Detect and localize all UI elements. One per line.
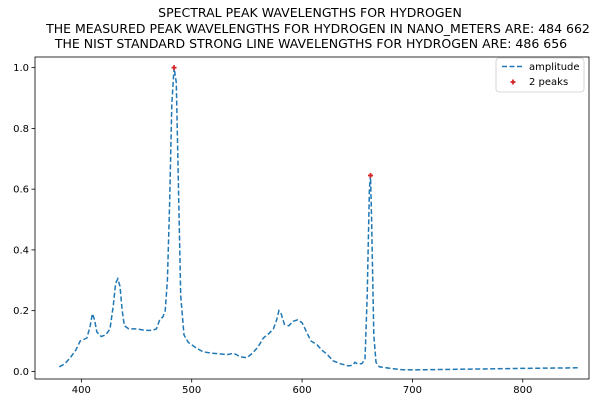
- legend: amplitude 2 peaks: [495, 57, 585, 93]
- chart-subtitle-measured: THE MEASURED PEAK WAVELENGTHS FOR HYDROG…: [45, 21, 590, 36]
- chart-subtitle-nist: THE NIST STANDARD STRONG LINE WAVELENGTH…: [54, 36, 567, 51]
- y-tick-label: 0.0: [13, 367, 29, 378]
- chart-title-group: SPECTRAL PEAK WAVELENGTHS FOR HYDROGEN T…: [45, 5, 590, 51]
- chart-title: SPECTRAL PEAK WAVELENGTHS FOR HYDROGEN: [158, 5, 462, 20]
- peak-markers: [171, 65, 373, 178]
- x-tick-label: 500: [182, 385, 201, 396]
- legend-marker-swatch: [510, 79, 516, 85]
- x-tick-label: 600: [293, 385, 312, 396]
- y-tick-label: 0.8: [13, 124, 29, 135]
- y-tick-label: 0.4: [13, 245, 29, 256]
- series-line-amplitude: [58, 67, 579, 371]
- axis-ticks: 400 500 600 700 800 0.0 0.2 0.4 0.6 0.8 1.0: [13, 63, 532, 396]
- x-tick-label: 800: [513, 385, 532, 396]
- peak-marker: [171, 65, 177, 71]
- peak-marker: [367, 172, 373, 178]
- x-tick-label: 700: [403, 385, 422, 396]
- legend-label-peaks: 2 peaks: [529, 77, 568, 88]
- plot-area: [58, 65, 579, 371]
- axes-frame: [34, 56, 590, 380]
- legend-peak-marker: [510, 79, 516, 85]
- y-tick-label: 0.2: [13, 306, 29, 317]
- x-tick-label: 400: [72, 385, 91, 396]
- legend-label-amplitude: amplitude: [529, 62, 580, 73]
- y-tick-label: 0.6: [13, 185, 29, 196]
- y-tick-label: 1.0: [13, 63, 29, 74]
